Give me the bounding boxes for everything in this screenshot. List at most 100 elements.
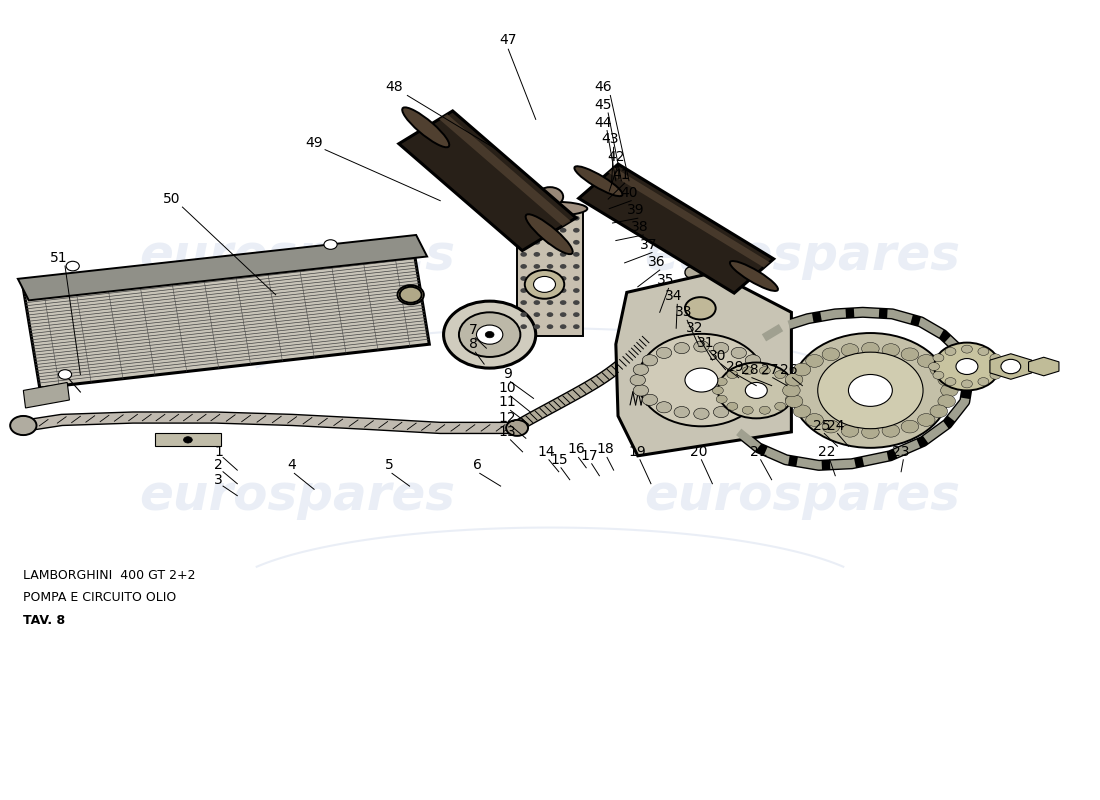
Text: 46: 46	[594, 81, 612, 94]
Circle shape	[657, 402, 672, 413]
Circle shape	[573, 264, 580, 269]
Text: 38: 38	[631, 220, 649, 234]
Circle shape	[759, 366, 770, 374]
Circle shape	[1001, 359, 1021, 374]
Polygon shape	[399, 111, 576, 250]
Circle shape	[694, 341, 710, 352]
Circle shape	[459, 312, 520, 357]
Text: 43: 43	[602, 132, 619, 146]
Text: 10: 10	[498, 381, 516, 395]
Circle shape	[534, 276, 540, 281]
Circle shape	[755, 364, 770, 375]
Circle shape	[573, 300, 580, 305]
Circle shape	[930, 363, 947, 376]
Circle shape	[882, 344, 900, 357]
Circle shape	[785, 374, 803, 386]
Circle shape	[933, 354, 944, 362]
Circle shape	[956, 358, 978, 374]
Circle shape	[793, 405, 811, 418]
Circle shape	[573, 216, 580, 221]
Circle shape	[560, 288, 566, 293]
Circle shape	[520, 228, 527, 233]
Circle shape	[732, 402, 747, 413]
Circle shape	[685, 368, 718, 392]
Circle shape	[399, 286, 421, 302]
Circle shape	[397, 285, 424, 304]
Text: 34: 34	[666, 290, 683, 303]
Polygon shape	[155, 434, 221, 446]
Circle shape	[534, 312, 540, 317]
Circle shape	[901, 348, 918, 361]
Circle shape	[560, 312, 566, 317]
Circle shape	[573, 276, 580, 281]
Circle shape	[547, 300, 553, 305]
Circle shape	[718, 362, 794, 418]
Polygon shape	[990, 354, 1032, 379]
Circle shape	[534, 277, 556, 292]
Circle shape	[990, 371, 1001, 379]
Bar	[517, 209, 583, 336]
Circle shape	[961, 380, 972, 388]
Text: 32: 32	[686, 322, 704, 335]
Circle shape	[861, 426, 879, 438]
Circle shape	[822, 348, 839, 361]
Circle shape	[547, 264, 553, 269]
Circle shape	[961, 345, 972, 353]
Text: 41: 41	[613, 168, 630, 182]
Circle shape	[785, 378, 796, 386]
Circle shape	[978, 378, 989, 386]
Polygon shape	[18, 235, 427, 300]
Polygon shape	[616, 273, 791, 456]
Circle shape	[694, 408, 710, 419]
Circle shape	[642, 394, 658, 406]
Circle shape	[934, 342, 1000, 390]
Circle shape	[742, 366, 754, 374]
Text: 29: 29	[726, 359, 744, 374]
Text: 9: 9	[503, 366, 512, 381]
Text: 39: 39	[627, 203, 645, 218]
Text: 35: 35	[657, 274, 674, 287]
Text: 26: 26	[780, 362, 798, 377]
Circle shape	[520, 264, 527, 269]
Text: 1: 1	[214, 445, 223, 459]
Circle shape	[547, 240, 553, 245]
Circle shape	[520, 276, 527, 281]
Circle shape	[537, 187, 563, 206]
Circle shape	[785, 395, 796, 403]
Circle shape	[560, 264, 566, 269]
Circle shape	[638, 334, 766, 426]
Circle shape	[758, 374, 772, 386]
Circle shape	[560, 216, 566, 221]
Ellipse shape	[403, 107, 449, 147]
Circle shape	[534, 240, 540, 245]
Circle shape	[990, 354, 1001, 362]
Text: 16: 16	[568, 442, 585, 457]
Circle shape	[745, 394, 760, 406]
Text: 2: 2	[214, 458, 223, 472]
Circle shape	[10, 416, 36, 435]
Text: 50: 50	[163, 192, 180, 206]
Text: 11: 11	[498, 395, 516, 410]
Text: 4: 4	[288, 458, 297, 472]
Circle shape	[443, 301, 536, 368]
Text: eurospares: eurospares	[140, 233, 455, 281]
Text: LAMBORGHINI  400 GT 2+2: LAMBORGHINI 400 GT 2+2	[23, 569, 196, 582]
Text: 44: 44	[594, 115, 612, 130]
Circle shape	[520, 240, 527, 245]
Circle shape	[573, 288, 580, 293]
Circle shape	[573, 228, 580, 233]
Circle shape	[928, 362, 939, 370]
Circle shape	[534, 216, 540, 221]
Circle shape	[573, 252, 580, 257]
Circle shape	[882, 424, 900, 437]
Circle shape	[547, 216, 553, 221]
Circle shape	[933, 371, 944, 379]
Text: 45: 45	[594, 98, 612, 112]
Circle shape	[861, 342, 879, 355]
Circle shape	[534, 300, 540, 305]
Circle shape	[58, 370, 72, 379]
Text: 21: 21	[750, 445, 768, 459]
Circle shape	[520, 288, 527, 293]
Text: 12: 12	[498, 410, 516, 425]
Circle shape	[547, 228, 553, 233]
